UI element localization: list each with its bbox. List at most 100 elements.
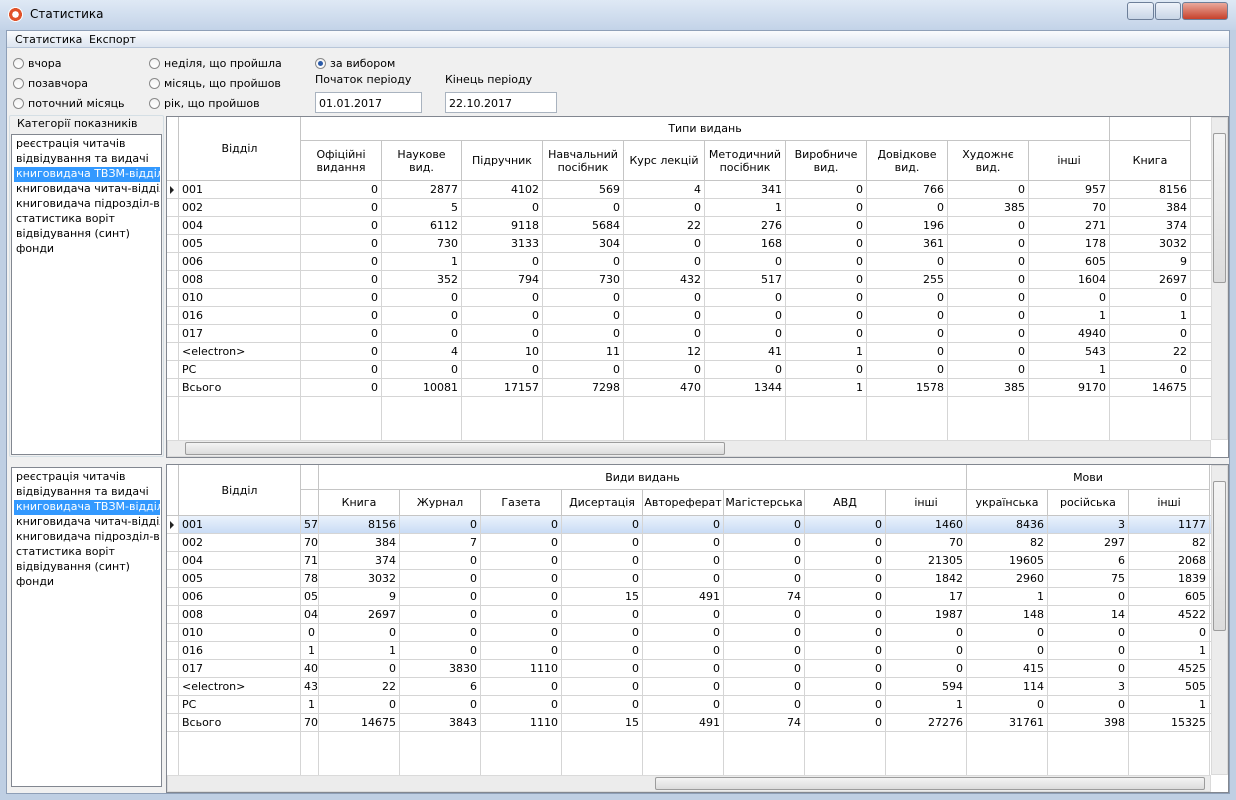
value-cell[interactable]: 14675 — [319, 714, 400, 732]
dept-cell[interactable]: 004 — [179, 217, 301, 235]
value-cell[interactable]: 4102 — [462, 181, 543, 199]
value-cell[interactable]: 15325 — [1129, 714, 1210, 732]
radio-button[interactable] — [13, 78, 24, 89]
value-cell[interactable]: 9118 — [462, 217, 543, 235]
value-cell[interactable]: 1 — [319, 642, 400, 660]
value-cell[interactable]: 0 — [1048, 624, 1129, 642]
value-cell[interactable]: 0 — [805, 642, 886, 660]
dept-cell[interactable]: 016 — [179, 307, 301, 325]
value-cell[interactable]: 0 — [301, 361, 382, 379]
dept-cell[interactable]: 005 — [179, 235, 301, 253]
value-cell[interactable]: 1 — [1129, 696, 1210, 714]
value-cell[interactable]: 0 — [786, 271, 867, 289]
value-cell[interactable]: 2960 — [967, 570, 1048, 588]
value-cell[interactable]: 0 — [624, 289, 705, 307]
value-cell[interactable]: 04 — [301, 606, 319, 624]
value-cell[interactable]: 0 — [624, 325, 705, 343]
value-cell[interactable]: 385 — [948, 199, 1029, 217]
value-cell[interactable]: 70 — [1029, 199, 1110, 217]
value-cell[interactable]: 3843 — [400, 714, 481, 732]
value-cell[interactable]: 0 — [724, 534, 805, 552]
value-cell[interactable]: 17 — [886, 588, 967, 606]
value-cell[interactable]: 70 — [301, 534, 319, 552]
value-cell[interactable]: 0 — [301, 235, 382, 253]
value-cell[interactable]: 70 — [886, 534, 967, 552]
value-cell[interactable]: 0 — [562, 552, 643, 570]
dept-cell[interactable]: <electron> — [179, 343, 301, 361]
list-item[interactable]: фонди — [14, 575, 160, 590]
dept-cell[interactable]: 001 — [179, 181, 301, 199]
value-cell[interactable]: 0 — [805, 534, 886, 552]
value-cell[interactable]: 0 — [805, 624, 886, 642]
value-cell[interactable]: 0 — [643, 624, 724, 642]
value-cell[interactable]: 1 — [1110, 307, 1191, 325]
value-cell[interactable]: 0 — [624, 253, 705, 271]
value-cell[interactable]: 0 — [624, 307, 705, 325]
value-cell[interactable]: 78 — [301, 570, 319, 588]
value-cell[interactable]: 0 — [967, 624, 1048, 642]
value-cell[interactable]: 0 — [948, 361, 1029, 379]
value-cell[interactable]: 0 — [786, 217, 867, 235]
value-cell[interactable]: 178 — [1029, 235, 1110, 253]
dept-cell[interactable]: 004 — [179, 552, 301, 570]
value-cell[interactable]: 0 — [643, 570, 724, 588]
list-item[interactable]: відвідування (синт) — [14, 227, 160, 242]
dept-cell[interactable]: 008 — [179, 606, 301, 624]
value-cell[interactable]: 196 — [867, 217, 948, 235]
value-cell[interactable]: 352 — [382, 271, 462, 289]
value-cell[interactable]: 0 — [462, 361, 543, 379]
value-cell[interactable]: 569 — [543, 181, 624, 199]
value-cell[interactable]: 766 — [867, 181, 948, 199]
list-item[interactable]: книговидача читач-відділ — [14, 182, 160, 197]
value-cell[interactable]: 3 — [1048, 516, 1129, 534]
value-cell[interactable]: 0 — [948, 253, 1029, 271]
radio-button[interactable] — [13, 58, 24, 69]
value-cell[interactable]: 0 — [948, 181, 1029, 199]
value-cell[interactable]: 2697 — [319, 606, 400, 624]
dept-cell[interactable]: Всього — [179, 714, 301, 732]
value-cell[interactable]: 0 — [543, 253, 624, 271]
radio-button[interactable] — [149, 98, 160, 109]
list-item[interactable]: відвідування та видачі — [14, 485, 160, 500]
value-cell[interactable]: 0 — [301, 253, 382, 271]
value-cell[interactable]: 0 — [724, 660, 805, 678]
list-item[interactable]: реєстрація читачів — [14, 470, 160, 485]
radio-button[interactable] — [149, 78, 160, 89]
value-cell[interactable]: 0 — [481, 624, 562, 642]
value-cell[interactable]: 0 — [786, 361, 867, 379]
radio-button[interactable] — [315, 58, 326, 69]
radio-button[interactable] — [149, 58, 160, 69]
value-cell[interactable]: 0 — [543, 199, 624, 217]
value-cell[interactable]: 0 — [319, 624, 400, 642]
value-cell[interactable]: 22 — [319, 678, 400, 696]
value-cell[interactable]: 0 — [643, 606, 724, 624]
dept-cell[interactable]: 001 — [179, 516, 301, 534]
value-cell[interactable]: 0 — [948, 325, 1029, 343]
value-cell[interactable]: 0 — [624, 199, 705, 217]
value-cell[interactable]: 6 — [1048, 552, 1129, 570]
value-cell[interactable]: 0 — [786, 253, 867, 271]
value-cell[interactable]: 0 — [562, 678, 643, 696]
value-cell[interactable]: 0 — [786, 199, 867, 217]
dept-cell[interactable]: 010 — [179, 624, 301, 642]
value-cell[interactable]: 0 — [481, 642, 562, 660]
value-cell[interactable]: 0 — [562, 516, 643, 534]
value-cell[interactable]: 2068 — [1129, 552, 1210, 570]
value-cell[interactable]: 7298 — [543, 379, 624, 397]
value-cell[interactable]: 297 — [1048, 534, 1129, 552]
value-cell[interactable]: 4940 — [1029, 325, 1110, 343]
value-cell[interactable]: 22 — [624, 217, 705, 235]
list-item[interactable]: фонди — [14, 242, 160, 257]
value-cell[interactable]: 0 — [562, 642, 643, 660]
value-cell[interactable]: 0 — [805, 588, 886, 606]
value-cell[interactable]: 0 — [1129, 624, 1210, 642]
value-cell[interactable]: 794 — [462, 271, 543, 289]
value-cell[interactable]: 605 — [1029, 253, 1110, 271]
value-cell[interactable]: 0 — [705, 307, 786, 325]
value-cell[interactable]: 0 — [301, 289, 382, 307]
value-cell[interactable]: 0 — [481, 516, 562, 534]
value-cell[interactable]: 0 — [948, 217, 1029, 235]
value-cell[interactable]: 0 — [400, 642, 481, 660]
value-cell[interactable]: 0 — [948, 271, 1029, 289]
value-cell[interactable]: 0 — [400, 606, 481, 624]
